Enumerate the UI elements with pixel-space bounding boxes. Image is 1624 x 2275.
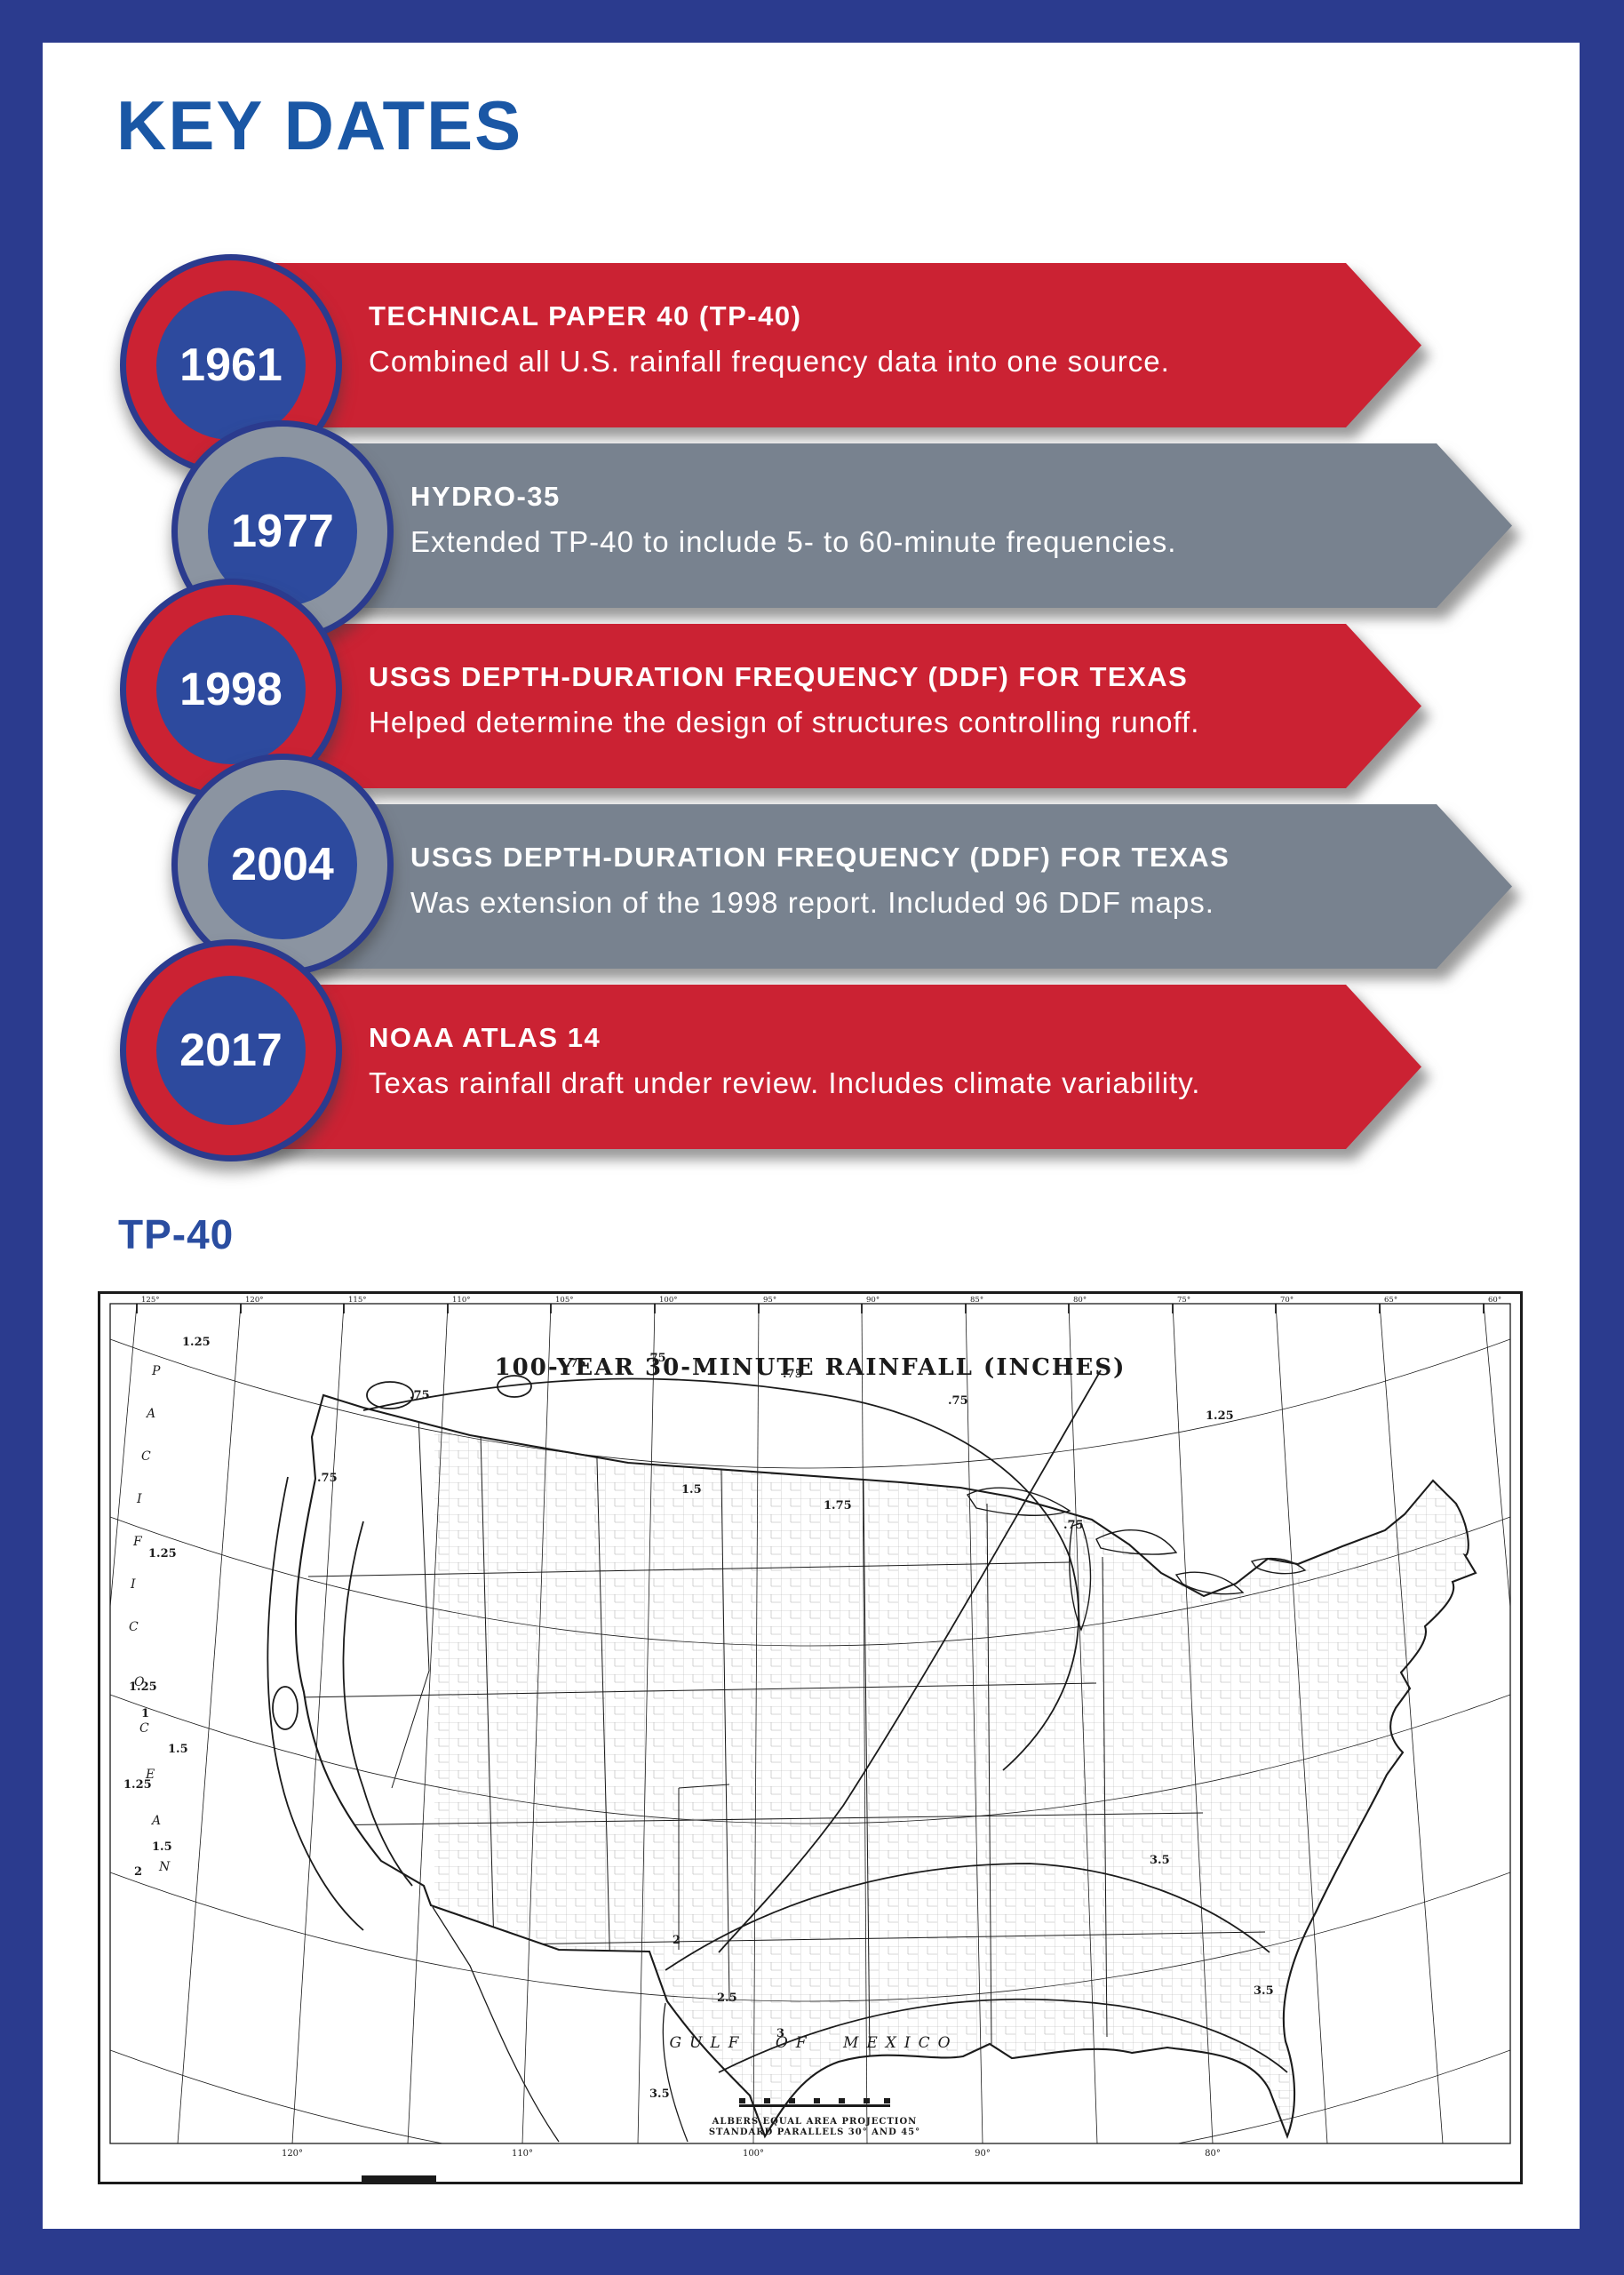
svg-text:2.5: 2.5 <box>717 1992 737 2005</box>
svg-text:90°: 90° <box>866 1296 880 1305</box>
timeline-banner-1961: TECHNICAL PAPER 40 (TP-40) Combined all … <box>240 263 1421 427</box>
svg-text:I: I <box>136 1492 142 1506</box>
svg-text:A: A <box>145 1407 155 1421</box>
banner-description: Extended TP-40 to include 5- to 60-minut… <box>410 524 1177 558</box>
bottom-degree-labels: 120° 110° 100° 90° 80° <box>282 2149 1221 2159</box>
svg-text:1.25: 1.25 <box>182 1336 211 1349</box>
page-title: KEY DATES <box>116 86 523 164</box>
svg-text:1.75: 1.75 <box>824 1499 852 1513</box>
svg-text:120°: 120° <box>282 2149 303 2159</box>
svg-text:60°: 60° <box>1488 1296 1501 1305</box>
svg-text:2: 2 <box>134 1865 142 1879</box>
timeline-banner-2017: NOAA ATLAS 14 Texas rainfall draft under… <box>240 985 1421 1149</box>
banner-heading: USGS DEPTH-DURATION FREQUENCY (DDF) FOR … <box>410 841 1230 873</box>
tp40-section-label: TP-40 <box>118 1211 235 1257</box>
rainfall-isolines <box>267 1369 1288 2073</box>
svg-text:.75: .75 <box>783 1368 803 1381</box>
svg-text:.75: .75 <box>410 1389 430 1402</box>
contour-labels: .75 .75 .75 .75 .75 .75 .75 1.25 1.25 1.… <box>123 1336 1274 2101</box>
top-degree-ticks <box>136 1304 1485 1313</box>
top-degree-labels: 125° 120° 115° 110° 105° 100° 95° 90° 85… <box>141 1296 1501 1305</box>
banner-heading: NOAA ATLAS 14 <box>369 1021 601 1053</box>
svg-text:.75: .75 <box>317 1472 338 1485</box>
svg-text:O: O <box>134 1675 145 1689</box>
year-label: 2017 <box>179 1025 283 1076</box>
svg-text:A: A <box>150 1814 161 1828</box>
svg-text:2: 2 <box>673 1934 681 1947</box>
svg-text:85°: 85° <box>970 1296 983 1305</box>
year-label: 2004 <box>231 839 334 890</box>
svg-text:90°: 90° <box>975 2149 991 2159</box>
svg-text:F: F <box>132 1535 143 1549</box>
svg-text:120°: 120° <box>245 1296 263 1305</box>
year-label: 1977 <box>231 506 334 557</box>
svg-text:N: N <box>158 1860 171 1874</box>
svg-text:1.25: 1.25 <box>1206 1409 1234 1423</box>
banner-heading: USGS DEPTH-DURATION FREQUENCY (DDF) FOR … <box>369 660 1189 692</box>
map-title: 100-YEAR 30-MINUTE RAINFALL (INCHES) <box>495 1354 1126 1381</box>
banner-description: Was extension of the 1998 report. Includ… <box>410 885 1214 919</box>
banner-description: Combined all U.S. rainfall frequency dat… <box>369 344 1170 378</box>
svg-text:P: P <box>151 1364 161 1378</box>
banner-heading: TECHNICAL PAPER 40 (TP-40) <box>369 299 802 331</box>
map-plate-mark <box>362 2175 436 2182</box>
map-inner-border <box>109 1303 1511 2144</box>
svg-text:100°: 100° <box>743 2149 764 2159</box>
svg-text:1.25: 1.25 <box>148 1547 177 1561</box>
svg-text:.75: .75 <box>566 1357 586 1370</box>
svg-text:3: 3 <box>776 2027 784 2040</box>
svg-text:1.5: 1.5 <box>681 1483 702 1497</box>
us-outline <box>294 1393 1477 2143</box>
svg-text:95°: 95° <box>763 1296 776 1305</box>
svg-text:E: E <box>145 1768 155 1782</box>
svg-text:I: I <box>130 1577 136 1592</box>
gulf-of-mexico-label: GULF OF MEXICO <box>669 2034 958 2052</box>
map-scale-bar <box>739 2098 890 2107</box>
projection-note-line1: ALBERS EQUAL AREA PROJECTION <box>712 2117 918 2127</box>
timeline-banner-1998: USGS DEPTH-DURATION FREQUENCY (DDF) FOR … <box>240 624 1421 788</box>
svg-text:C: C <box>141 1449 151 1464</box>
svg-text:70°: 70° <box>1280 1296 1294 1305</box>
projection-note-line2: STANDARD PARALLELS 30° AND 45° <box>709 2127 920 2137</box>
banner-description: Texas rainfall draft under review. Inclu… <box>369 1066 1201 1099</box>
pacific-ocean-label: P A C I F I C O C E A N <box>129 1364 171 1874</box>
svg-text:110°: 110° <box>512 2149 533 2159</box>
banner-heading: HYDRO-35 <box>410 480 561 512</box>
svg-text:.75: .75 <box>1063 1519 1084 1532</box>
svg-text:.75: .75 <box>646 1352 666 1365</box>
svg-text:100°: 100° <box>659 1296 677 1305</box>
svg-text:1.25: 1.25 <box>123 1778 152 1792</box>
timeline-banner-1977: HYDRO-35 Extended TP-40 to include 5- to… <box>293 443 1512 608</box>
svg-text:C: C <box>129 1620 139 1634</box>
timeline-banner-2004: USGS DEPTH-DURATION FREQUENCY (DDF) FOR … <box>293 804 1512 969</box>
svg-text:3.5: 3.5 <box>1254 1984 1274 1998</box>
svg-text:.75: .75 <box>948 1394 968 1408</box>
svg-text:1.25: 1.25 <box>129 1680 157 1694</box>
svg-text:110°: 110° <box>452 1296 470 1305</box>
svg-text:75°: 75° <box>1177 1296 1190 1305</box>
svg-text:1: 1 <box>141 1707 149 1720</box>
svg-text:80°: 80° <box>1073 1296 1087 1305</box>
svg-text:C: C <box>139 1721 149 1736</box>
svg-text:1.5: 1.5 <box>152 1840 172 1854</box>
banner-description: Helped determine the design of structure… <box>369 705 1200 738</box>
svg-text:80°: 80° <box>1205 2149 1221 2159</box>
svg-text:3.5: 3.5 <box>1150 1854 1170 1867</box>
year-label: 1961 <box>179 339 283 391</box>
tp40-rainfall-map: .75 .75 .75 .75 .75 .75 .75 1.25 1.25 1.… <box>98 1291 1523 2184</box>
svg-text:105°: 105° <box>555 1296 573 1305</box>
svg-text:125°: 125° <box>141 1296 159 1305</box>
year-label: 1998 <box>179 664 283 715</box>
svg-text:3.5: 3.5 <box>649 2087 670 2101</box>
svg-text:1.5: 1.5 <box>168 1743 188 1756</box>
year-circle-2004: 2004 <box>171 754 394 976</box>
svg-text:115°: 115° <box>348 1296 366 1305</box>
year-circle-2017: 2017 <box>120 939 342 1161</box>
svg-text:65°: 65° <box>1384 1296 1397 1305</box>
